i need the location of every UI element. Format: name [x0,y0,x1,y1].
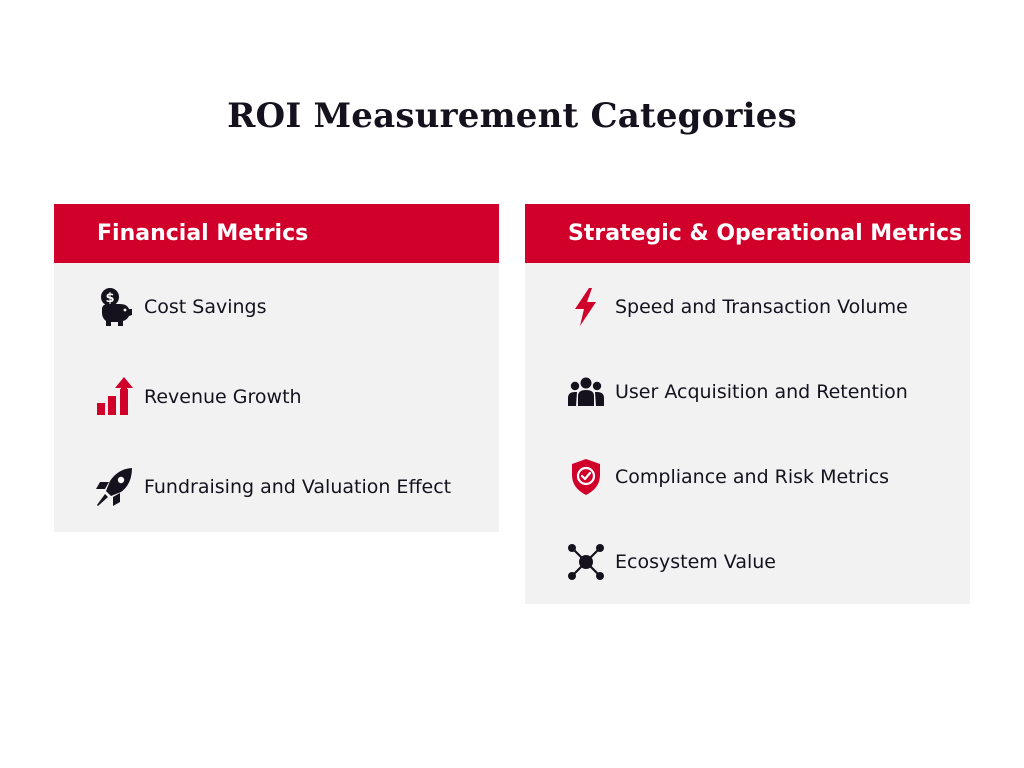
list-item-ecosystem: Ecosystem Value [567,543,776,581]
list-item-user-acquisition: User Acquisition and Retention [567,373,908,411]
list-item-label: Compliance and Risk Metrics [615,466,890,488]
page-title: ROI Measurement Categories [227,96,797,136]
list-item-speed-volume: Speed and Transaction Volume [567,288,908,326]
list-item-label: Ecosystem Value [615,551,776,573]
shield-check-icon [567,458,605,496]
panel-header-label: Financial Metrics [97,221,309,246]
list-item-label: Fundraising and Valuation Effect [144,476,452,498]
list-item-compliance: Compliance and Risk Metrics [567,458,889,496]
list-item-fundraising: Fundraising and Valuation Effect [96,468,451,506]
list-item-label: Cost Savings [144,296,267,318]
list-item-cost-savings: $ Cost Savings [96,288,267,326]
panel-header-financial: Financial Metrics [54,204,499,263]
list-item-label: User Acquisition and Retention [615,381,908,403]
lightning-bolt-icon [567,288,605,326]
bar-chart-growth-icon [96,377,134,416]
financial-metrics-panel: Financial Metrics $ Cost Savings Revenue… [54,204,499,532]
panel-header-strategic: Strategic & Operational Metrics [525,204,970,263]
rocket-icon [96,468,134,506]
list-item-revenue-growth: Revenue Growth [96,377,302,416]
panel-header-label: Strategic & Operational Metrics [568,221,963,246]
svg-text:$: $ [105,291,114,306]
users-group-icon [567,373,605,411]
list-item-label: Revenue Growth [144,386,302,408]
strategic-operational-panel: Strategic & Operational Metrics Speed an… [525,204,970,604]
piggy-bank-dollar-icon: $ [96,288,134,326]
list-item-label: Speed and Transaction Volume [615,296,908,318]
network-nodes-icon [567,543,605,581]
